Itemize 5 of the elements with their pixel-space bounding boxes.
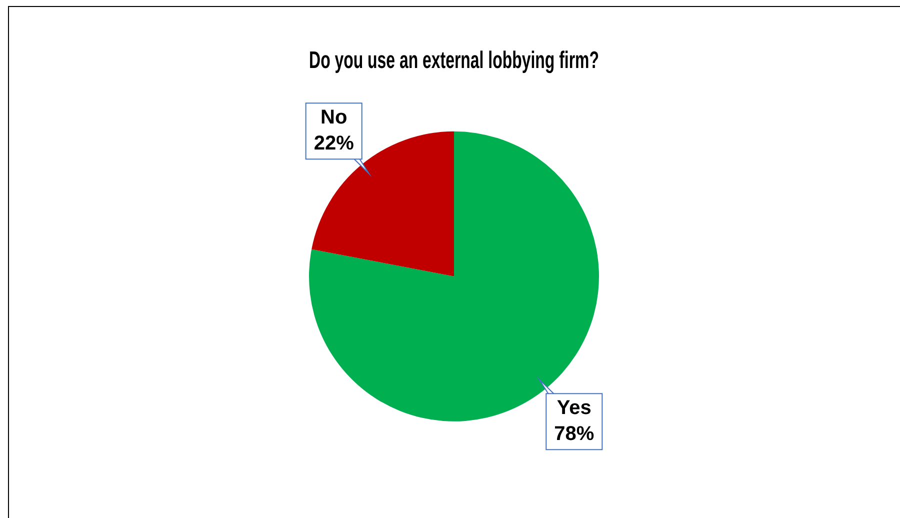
slice-label: Yes	[556, 397, 592, 420]
data-label: 78%	[554, 423, 594, 446]
data-label: 22%	[314, 132, 354, 155]
chart-title: Do you use an external lobbying firm?	[309, 48, 599, 74]
slice-label: No	[320, 106, 348, 129]
